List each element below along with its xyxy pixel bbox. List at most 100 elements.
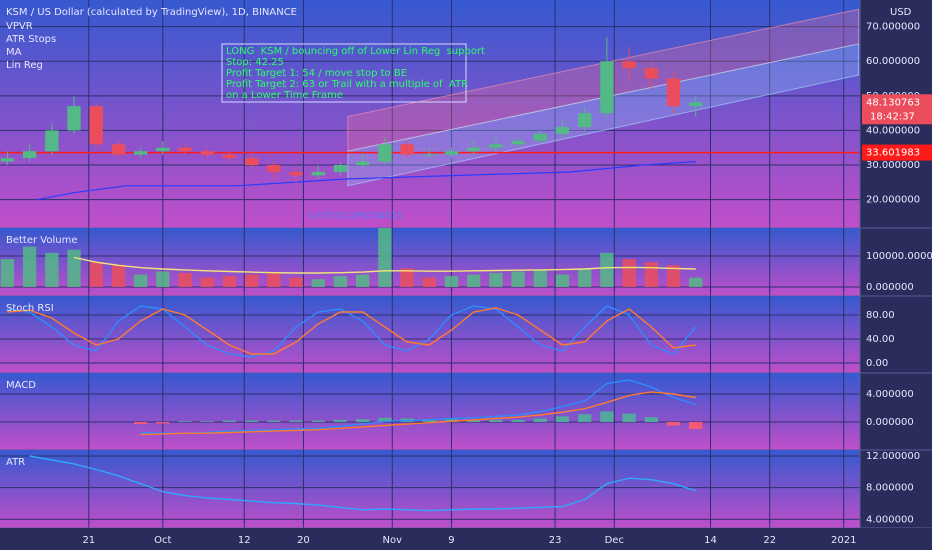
x-tick-label: 14: [704, 535, 717, 546]
y-tick-label: 40.00: [866, 334, 895, 345]
x-tick-label: 20: [297, 535, 310, 546]
indicator-line: [140, 379, 696, 434]
hline-price-box: [862, 144, 932, 161]
macd-histogram-bar: [333, 419, 348, 422]
macd-histogram-bar: [267, 420, 281, 422]
y-tick-label: 100000.000000: [866, 251, 932, 262]
volume-bar: [511, 271, 525, 287]
macd-histogram-bar: [156, 422, 170, 424]
candle-body: [333, 165, 348, 172]
annotation-text: LONG KSM / bouncing off of Lower Lin Reg…: [226, 46, 485, 57]
volume-bar: [355, 274, 370, 287]
x-tick-label: 23: [549, 535, 562, 546]
candle-body: [267, 165, 281, 172]
volume-bar: [67, 249, 81, 287]
macd-histogram-bar: [244, 420, 259, 422]
volume-bar: [600, 252, 614, 287]
volume-bar: [133, 274, 148, 287]
volume-bar: [311, 279, 325, 287]
volume-bar: [89, 262, 103, 287]
annotation-text: Stop: 42.25: [226, 57, 284, 68]
pane-title: Better Volume: [6, 235, 78, 246]
y-tick-label: 0.000000: [866, 417, 914, 428]
pane-background: [0, 296, 860, 373]
pane-title: ATR: [6, 457, 25, 468]
macd-histogram-bar: [311, 420, 325, 422]
macd-histogram-bar: [133, 422, 148, 425]
macd-histogram-bar: [600, 411, 614, 422]
candle-body: [222, 154, 237, 159]
indicator-name: MA: [6, 47, 22, 58]
lin-reg-label: 0.670331290154015: [308, 211, 402, 221]
bar-countdown: 18:42:37: [870, 111, 915, 122]
volume-bar: [644, 262, 658, 287]
x-tick-label: Oct: [154, 535, 171, 546]
x-tick-label: Dec: [605, 535, 624, 546]
macd-histogram-bar: [555, 416, 570, 422]
candle-body: [67, 106, 81, 131]
macd-histogram-bar: [355, 419, 370, 422]
last-price-box: [862, 94, 932, 125]
y-tick-label: 0.00: [866, 358, 888, 369]
candle-body: [578, 113, 592, 127]
indicator-line: [7, 307, 696, 355]
candle-body: [89, 106, 103, 145]
candle-body: [289, 171, 303, 176]
volume-bar: [111, 265, 126, 287]
candle-body: [400, 144, 414, 155]
volume-bar: [0, 259, 15, 287]
volume-bar: [156, 271, 170, 287]
macd-histogram-bar: [444, 419, 459, 422]
y-tick-label: 30.000000: [866, 160, 920, 171]
y-tick-label: 40.000000: [866, 125, 920, 136]
volume-bar: [200, 277, 214, 287]
annotation-box: [221, 43, 467, 103]
time-axis: [0, 528, 932, 550]
annotation-text: on a Lower Time Frame: [226, 90, 343, 101]
volume-bar: [555, 274, 570, 287]
volume-bar: [467, 274, 481, 287]
volume-bar: [400, 268, 414, 287]
macd-histogram-bar: [178, 421, 192, 422]
y-tick-label: 8.000000: [866, 483, 914, 494]
last-price-label: 48.130763: [866, 97, 920, 108]
macd-histogram-bar: [222, 420, 237, 422]
volume-bar: [378, 228, 392, 287]
macd-histogram-bar: [533, 418, 547, 422]
candle-body: [444, 151, 459, 155]
volume-bar: [244, 274, 259, 287]
candle-body: [533, 133, 547, 141]
atr-stops-line: [36, 161, 696, 201]
candle-body: [555, 126, 570, 134]
x-tick-label: 9: [448, 535, 454, 546]
y-tick-label: 12.000000: [866, 451, 920, 462]
candle-body: [200, 151, 214, 155]
volume-bar: [222, 276, 237, 287]
y-tick-label: 4.000000: [866, 389, 914, 400]
volume-bar: [178, 273, 192, 287]
candle-body: [311, 171, 325, 176]
candle-body: [45, 130, 59, 152]
y-tick-label: 4.000000: [866, 514, 914, 525]
candle-body: [0, 158, 15, 162]
x-tick-label: 22: [763, 535, 776, 546]
candle-body: [378, 144, 392, 162]
macd-histogram-bar: [200, 421, 214, 422]
candle-body: [467, 147, 481, 152]
y-tick-label: 20.000000: [866, 195, 920, 206]
candle-body: [489, 144, 503, 148]
volume-bar: [267, 273, 281, 287]
macd-histogram-bar: [511, 419, 525, 422]
indicator-line: [140, 391, 696, 436]
candle-body: [644, 68, 658, 79]
candle-body: [689, 102, 703, 107]
volume-bar: [666, 265, 681, 287]
y-tick-label: 60.000000: [866, 56, 920, 67]
indicator-name: ATR Stops: [6, 34, 56, 45]
macd-histogram-bar: [578, 414, 592, 422]
candle-body: [156, 147, 170, 152]
y-tick-label: 0.000000: [866, 282, 914, 293]
pane-background: [0, 450, 860, 528]
candle-body: [666, 78, 681, 107]
